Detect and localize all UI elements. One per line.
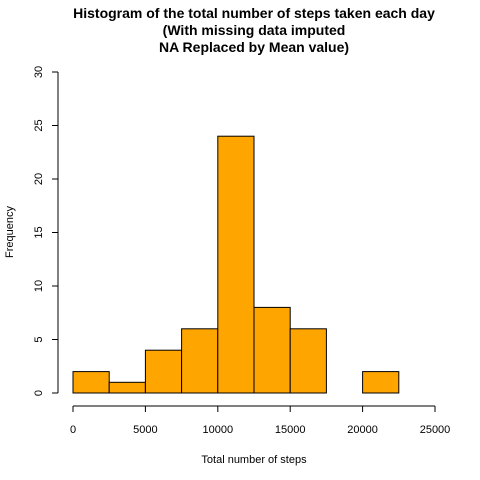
x-axis-label: Total number of steps [201, 454, 307, 466]
histogram-bar [144, 349, 183, 394]
y-tick-label: 20 [33, 173, 45, 185]
x-tick-label: 10000 [203, 424, 234, 436]
x-tick-label: 0 [70, 424, 76, 436]
x-tick-label: 15000 [275, 424, 306, 436]
bars-group [72, 135, 400, 394]
y-axis: 0 5 10 15 20 25 30 [33, 66, 59, 396]
chart-title-line-2: (With missing data imputed [163, 22, 346, 38]
x-axis: 0 5000 10000 15000 20000 25000 [70, 405, 451, 436]
histogram-bar [362, 371, 400, 394]
histogram-bar [289, 328, 327, 394]
histogram-bar [72, 371, 110, 394]
y-tick-label: 5 [33, 336, 45, 342]
y-axis-label: Frequency [4, 206, 16, 258]
chart-title-line-1: Histogram of the total number of steps t… [73, 5, 435, 21]
y-tick-label: 25 [33, 119, 45, 131]
histogram-bar [253, 306, 291, 394]
x-tick-label: 20000 [347, 424, 378, 436]
histogram-bar [108, 381, 146, 394]
x-tick-label: 25000 [420, 424, 451, 436]
histogram-bar [217, 135, 255, 394]
y-tick-label: 30 [33, 66, 45, 78]
y-tick-label: 0 [33, 390, 45, 396]
histogram-bar [181, 328, 219, 394]
x-tick-label: 5000 [133, 424, 157, 436]
chart-title-line-3: NA Replaced by Mean value) [159, 39, 349, 55]
y-tick-label: 15 [33, 226, 45, 238]
y-tick-label: 10 [33, 280, 45, 292]
